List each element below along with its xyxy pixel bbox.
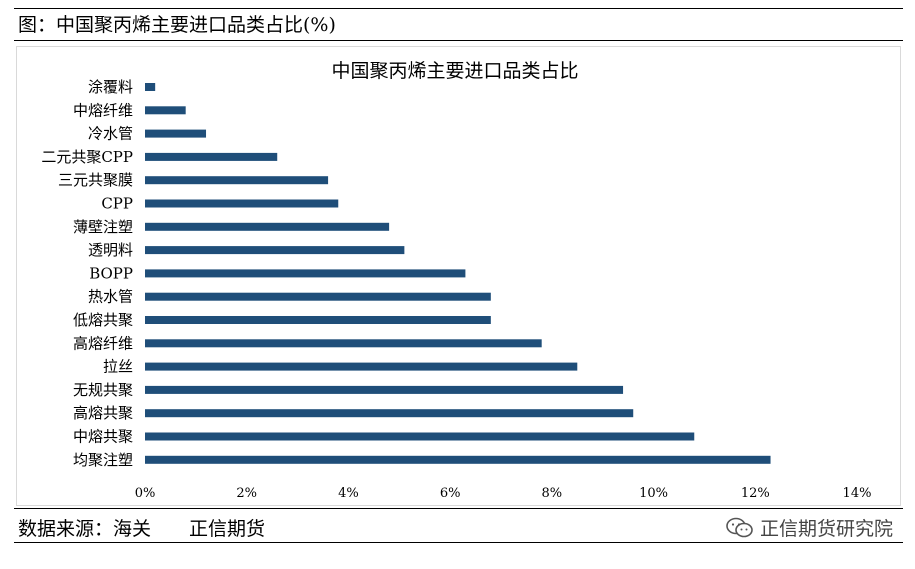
category-label: 高熔纤维 [73,334,133,352]
bar [145,385,624,394]
bar [145,409,634,418]
header-divider [14,40,903,41]
category-label: CPP [101,195,133,213]
bar [145,129,207,138]
bar [145,339,542,348]
x-tick-label: 6% [440,486,461,501]
x-tick-label: 2% [236,486,257,501]
brand-name: 正信期货研究院 [759,518,893,540]
bar [145,106,186,115]
bar [145,362,578,371]
x-tick-label: 8% [542,486,563,501]
category-label: 薄壁注塑 [73,218,133,236]
category-label: 冷水管 [88,125,133,143]
data-source: 数据来源：海关 正信期货 [18,518,266,540]
chart-area: 中国聚丙烯主要进口品类占比 涂覆料中熔纤维冷水管二元共聚CPP 三元共聚膜 CPP 薄… [16,46,901,506]
x-tick-label: 14% [843,486,872,501]
brand-mark: 正信期货研究院 [726,514,893,541]
category-label: 无规共聚 [73,381,133,399]
bar [145,176,329,185]
category-label: 二元共聚CPP [41,148,133,166]
footer-divider [14,508,903,509]
chart-title: 中国聚丙烯主要进口品类占比 [331,60,578,82]
category-label: 透明料 [88,241,133,259]
category-label: 热水管 [88,288,133,306]
top-border [14,8,903,9]
bar [145,199,339,208]
x-tick-label: 0% [135,486,156,501]
bar [145,246,405,255]
category-label: 均聚注塑 [73,451,133,469]
category-label: 中熔纤维 [73,101,133,119]
category-label: 三元共聚膜 [58,171,133,189]
bar [145,152,278,161]
category-label: BOPP [89,264,133,282]
category-label: 涂覆料 [88,78,133,96]
bar [145,432,695,441]
x-tick-label: 4% [338,486,359,501]
category-label: 低熔共聚 [73,311,133,329]
category-label: 高熔共聚 [73,404,133,422]
category-label: 拉丝 [103,358,133,376]
bar [145,269,466,278]
bar [145,83,156,91]
wechat-icon [726,517,753,537]
figure-caption: 图：中国聚丙烯主要进口品类占比(%) [18,14,336,36]
bar [145,316,491,324]
bar [145,292,491,301]
bottom-border [14,542,903,543]
bar [145,455,771,464]
category-label: 中熔共聚 [73,428,133,446]
x-tick-label: 10% [639,486,668,501]
bar [145,222,390,231]
x-tick-label: 12% [741,486,770,501]
